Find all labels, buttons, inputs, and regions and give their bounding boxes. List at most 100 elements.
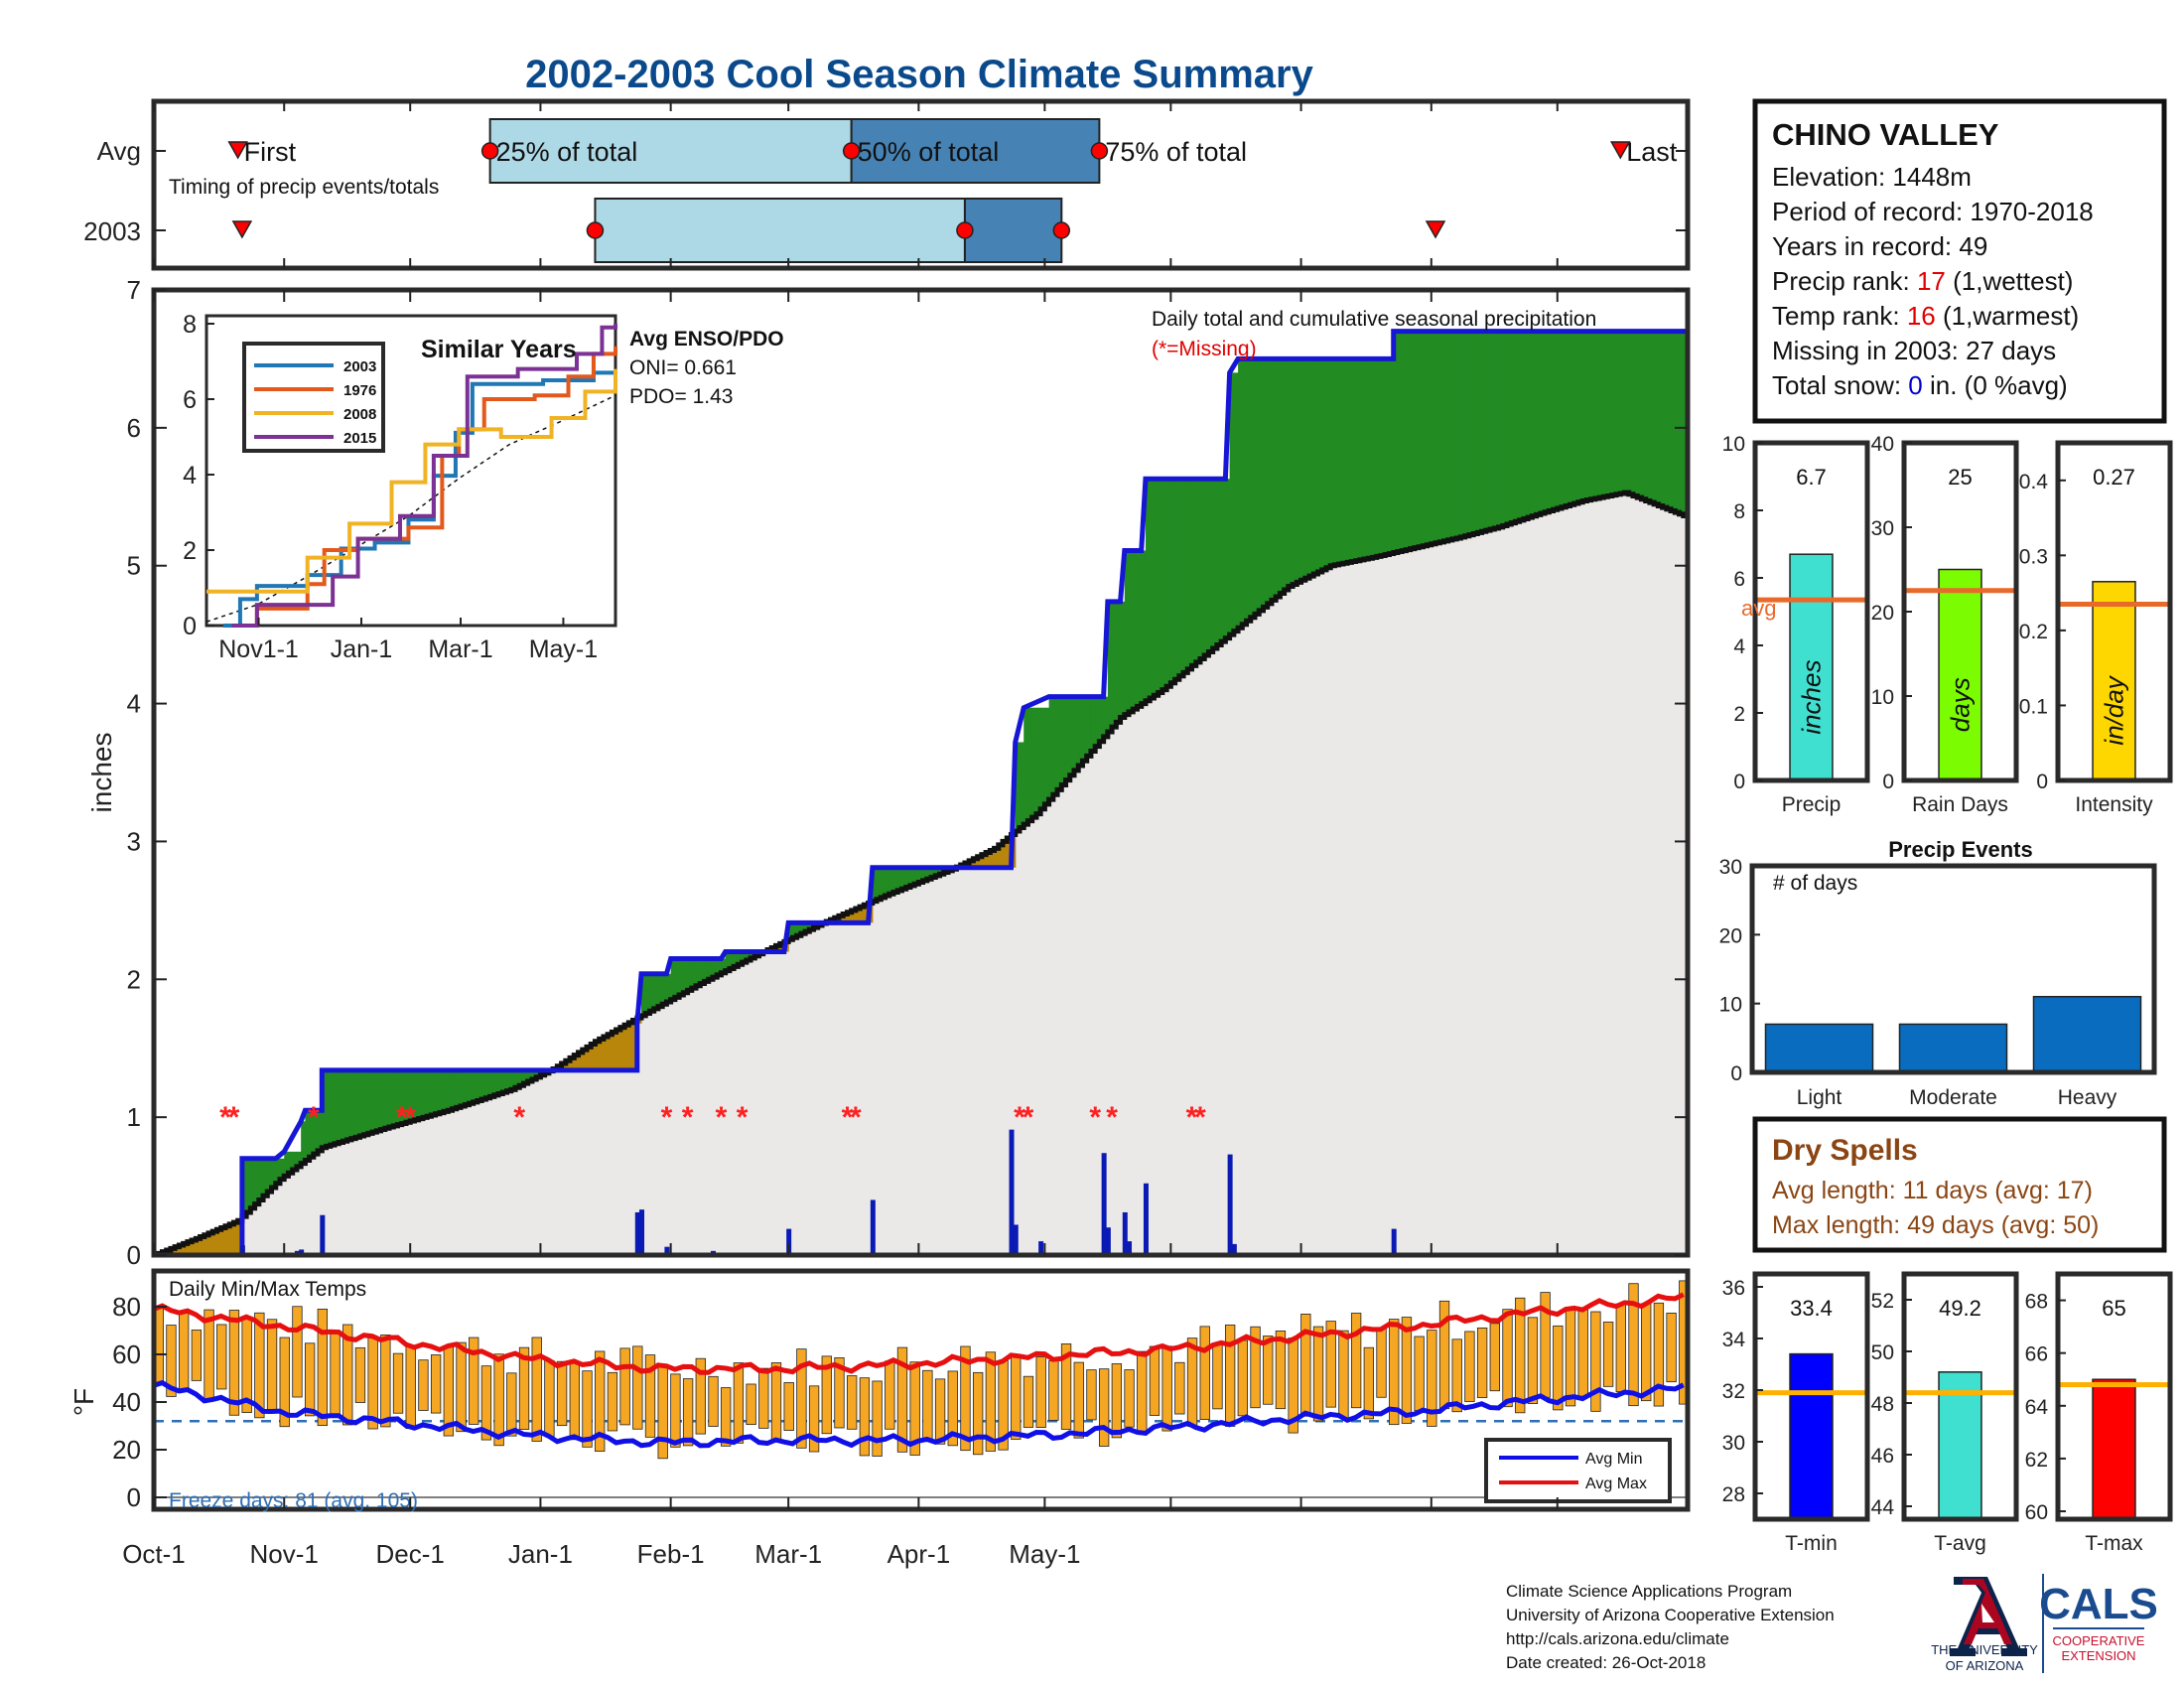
above-average-fill [788,922,793,940]
precip-rank-label: Precip rank: [1772,266,1917,296]
precip-y-tick-label: 3 [127,826,141,856]
above-average-fill [1141,550,1147,704]
above-average-fill [1082,696,1088,762]
above-average-fill [1300,358,1306,581]
precip-summary-frame [1752,440,1870,783]
daily-temp-bar [1338,1330,1349,1419]
legend-avg-max: Avg Max [1585,1476,1647,1492]
events-ylabel: # of days [1773,872,1857,895]
temp-summary-y-tick-label: 68 [2025,1291,2048,1314]
precip-summary-unit-label: inches [1797,660,1827,735]
daily-temp-bar [204,1309,214,1400]
above-average-fill [885,867,890,897]
above-average-fill [1052,696,1058,795]
above-average-fill [897,867,903,891]
temp-summary-panel-2: 60 62 64 66 68 65 T-max [2025,1271,2173,1555]
daily-temp-bar [279,1336,290,1428]
cals-logo-text: CALS [2039,1580,2158,1628]
timing-panel: Avg 2003 Timing of precip events/totals … [83,98,1691,271]
above-average-fill [1654,331,1659,504]
above-average-fill [1065,696,1071,780]
above-average-fill [1477,331,1483,533]
above-average-fill [258,1158,264,1200]
inset-legend-label: 2015 [343,430,376,447]
x-tick-label: Feb-1 [637,1539,705,1569]
missing-day-marker: * [1089,1101,1101,1134]
daily-temp-bar [1149,1345,1160,1416]
missing-day-marker: * [1106,1101,1118,1134]
above-average-fill [796,922,802,936]
avg-max-line [153,1292,1685,1375]
above-average-fill [872,867,878,902]
above-average-fill [1187,479,1193,669]
events-bar-light [1764,1023,1874,1073]
precip-summary-y-tick-label: 0 [2036,771,2048,793]
temp-chart: 0 20 40 60 80 °F Daily Min/Max Temps Freeze … [68,1268,1691,1512]
above-average-fill [1161,479,1167,690]
daily-temp-bar [216,1324,227,1390]
daily-temp-bar [1199,1326,1210,1420]
inset-y-tick-label: 0 [183,613,197,640]
below-average-fill [208,1232,213,1255]
above-average-fill [649,973,655,1012]
daily-temp-bar [1124,1369,1135,1428]
daily-temp-bar [1553,1325,1564,1411]
above-average-fill [1528,331,1533,518]
above-average-fill [477,1069,482,1101]
below-average-fill [200,1236,205,1255]
events-y-tick-label: 20 [1719,924,1742,947]
above-average-fill [1599,331,1604,498]
precip-y-tick-label: 6 [127,413,141,443]
below-average-fill [624,1025,629,1070]
missing-day-marker: * [1014,1101,1025,1134]
daily-temp-bar [1023,1375,1034,1428]
daily-temp-bar [1414,1336,1425,1412]
above-average-fill [881,867,887,898]
daily-temp-bar [746,1383,756,1426]
dry-spells-max: Max length: 49 days (avg: 50) [1772,1211,2099,1239]
daily-temp-bar [985,1351,997,1452]
below-average-fill [612,1032,617,1070]
events-y-tick-label: 0 [1730,1062,1742,1085]
above-average-fill [1637,331,1643,498]
footer-credits: Climate Science Applications Program Uni… [1506,1582,1835,1672]
above-average-fill [679,958,684,996]
temp-summary-y-tick-label: 46 [1871,1445,1894,1468]
above-average-fill [376,1069,382,1131]
above-average-fill [456,1069,462,1108]
temp-summary-y-tick-label: 62 [2025,1449,2048,1472]
above-average-fill [288,1151,294,1174]
precip-summary-y-tick-label: 2 [1733,703,1745,726]
daily-precip-bar [786,1228,792,1255]
missing-day-marker: * [228,1101,240,1134]
above-average-fill [427,1069,432,1117]
precip-y-tick-label: 5 [127,551,141,581]
temp-summary-y-tick-label: 64 [2025,1396,2049,1419]
above-average-fill [1199,479,1205,659]
daily-temp-bar [934,1378,946,1445]
above-average-fill [1540,331,1546,513]
above-average-fill [1649,331,1655,503]
inset-legend-items: 2003 1976 2008 2015 [254,358,376,447]
temp-summary-y-tick-label: 30 [1722,1432,1745,1455]
above-average-fill [473,1069,478,1102]
station-years: Years in record: 49 [1772,231,1987,261]
daily-precip-bar [299,1249,305,1255]
precip-events-panel: Precip Events Light Moderate Heavy0102030 … [1719,837,2157,1109]
enso-pdo: PDO= 1.43 [629,385,733,408]
above-average-fill [1624,331,1630,493]
daily-temp-bar [896,1346,908,1453]
inset-y-tick-label: 4 [183,462,197,490]
below-average-fill [204,1234,209,1255]
daily-temp-bar [1666,1313,1677,1383]
above-average-fill [339,1069,344,1143]
above-average-fill [662,973,668,1005]
above-average-fill [1069,696,1075,775]
daily-temp-bar [342,1324,353,1426]
above-average-fill [1174,479,1180,680]
daily-precip-bar [1009,1129,1015,1255]
above-average-fill [1616,331,1621,494]
above-average-fill [1031,707,1037,818]
below-average-fill [843,914,849,923]
x-tick-label: Mar-1 [754,1539,822,1569]
